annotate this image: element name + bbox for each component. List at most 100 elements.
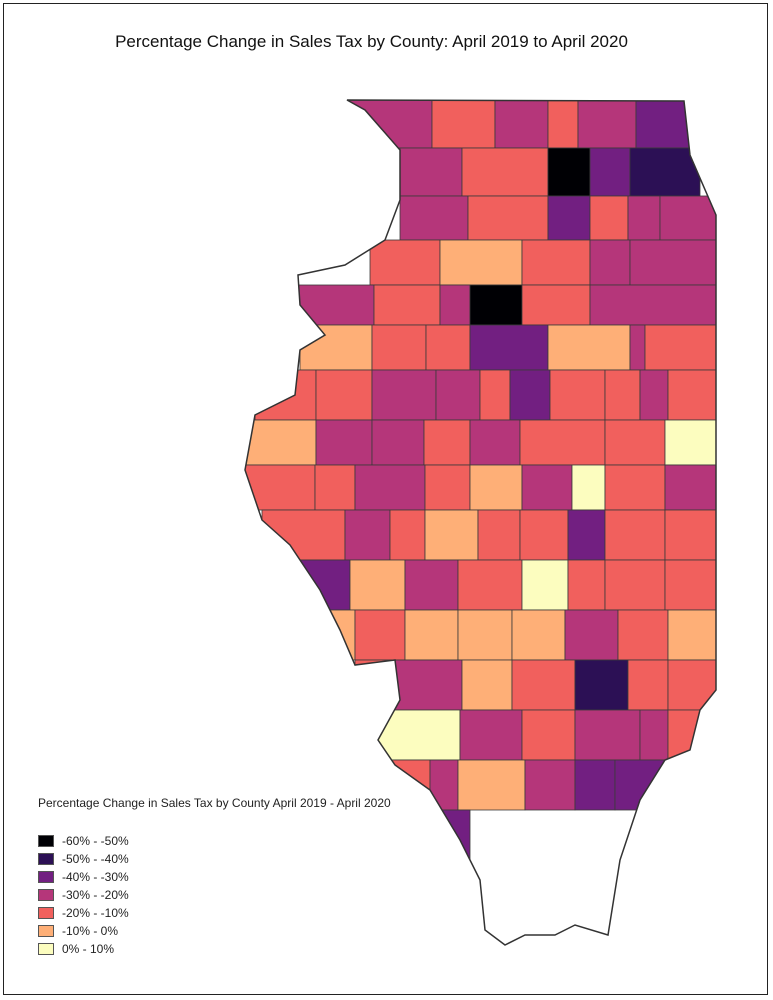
county-region <box>511 609 566 661</box>
county-region <box>509 369 551 421</box>
county-region <box>435 369 481 421</box>
legend-label: 0% - 10% <box>62 942 115 956</box>
county-region <box>574 709 641 761</box>
county-region <box>477 509 521 561</box>
county-region <box>547 324 631 371</box>
county-region <box>469 324 549 371</box>
county-region <box>354 659 391 711</box>
county-region <box>604 369 641 421</box>
county-region <box>617 609 669 661</box>
legend-item: -40% - -30% <box>38 868 391 886</box>
county-region <box>314 464 356 511</box>
county-region <box>469 419 521 466</box>
county-region <box>461 147 549 197</box>
county-region <box>567 559 606 611</box>
county-region <box>659 195 716 241</box>
county-layer <box>245 100 716 861</box>
county-region <box>369 239 441 286</box>
county-region <box>354 464 426 511</box>
county-region <box>614 759 666 811</box>
county-region <box>574 759 616 811</box>
county-region <box>297 284 375 326</box>
county-region <box>567 509 606 561</box>
county-region <box>627 659 669 711</box>
county-region <box>254 369 317 421</box>
legend-item: -60% - -50% <box>38 832 391 850</box>
legend-item: -30% - -20% <box>38 886 391 904</box>
county-region <box>589 284 716 326</box>
county-region <box>521 284 591 326</box>
county-region <box>245 464 316 511</box>
county-region <box>457 759 526 811</box>
county-region <box>564 609 619 661</box>
county-region <box>549 369 606 421</box>
county-region <box>373 284 441 326</box>
county-region <box>399 195 469 241</box>
county-region <box>574 659 629 711</box>
county-region <box>404 609 459 661</box>
legend-label: -40% - -30% <box>62 870 129 884</box>
legend-items: -60% - -50% -50% - -40% -40% - -30% -30% - … <box>38 832 391 958</box>
county-region <box>589 147 631 197</box>
county-region <box>424 509 479 561</box>
county-region <box>524 759 576 811</box>
county-region <box>521 559 569 611</box>
county-region <box>431 100 496 149</box>
map-frame <box>3 3 768 995</box>
county-region <box>667 709 716 761</box>
county-region <box>667 659 716 711</box>
county-region <box>469 464 523 511</box>
county-region <box>289 559 351 611</box>
county-region <box>423 419 471 466</box>
legend-item: -10% - 0% <box>38 922 391 940</box>
county-region <box>404 559 459 611</box>
county-region <box>371 419 425 466</box>
county-region <box>667 369 716 421</box>
legend-label: -10% - 0% <box>62 924 119 938</box>
county-region <box>664 464 716 511</box>
county-region <box>519 419 606 466</box>
county-region <box>547 195 591 241</box>
county-region <box>479 369 511 421</box>
legend-swatch <box>38 907 54 919</box>
county-region <box>424 464 471 511</box>
map-title: Percentage Change in Sales Tax by County… <box>115 32 628 51</box>
county-region <box>521 709 576 761</box>
legend-title: Percentage Change in Sales Tax by County… <box>38 796 391 810</box>
county-region <box>644 324 716 371</box>
county-region <box>467 195 549 241</box>
county-region <box>349 559 406 611</box>
county-region <box>521 464 573 511</box>
county-region <box>629 239 716 286</box>
county-region <box>354 609 406 661</box>
county-region <box>629 324 646 371</box>
county-region <box>589 239 631 286</box>
legend-label: -60% - -50% <box>62 834 129 848</box>
county-region <box>667 609 716 661</box>
legend-label: -30% - -20% <box>62 888 129 902</box>
county-region <box>389 509 426 561</box>
county-region <box>261 509 346 561</box>
state-outline <box>244 99 717 946</box>
legend-label: -50% - -40% <box>62 852 129 866</box>
county-region <box>429 759 459 811</box>
legend: Percentage Change in Sales Tax by County… <box>38 796 391 958</box>
county-region <box>389 659 463 711</box>
county-region <box>511 659 576 711</box>
county-region <box>635 100 691 149</box>
county-region <box>627 195 661 241</box>
legend-label: -20% - -10% <box>62 906 129 920</box>
county-region <box>604 419 666 466</box>
legend-item: 0% - 10% <box>38 940 391 958</box>
legend-item: -20% - -10% <box>38 904 391 922</box>
county-region <box>344 509 391 561</box>
county-region <box>399 147 463 197</box>
county-region <box>299 324 373 371</box>
county-region <box>315 419 373 466</box>
county-region <box>639 369 669 421</box>
legend-swatch <box>38 871 54 883</box>
legend-item: -50% - -40% <box>38 850 391 868</box>
county-region <box>519 509 569 561</box>
legend-swatch <box>38 925 54 937</box>
